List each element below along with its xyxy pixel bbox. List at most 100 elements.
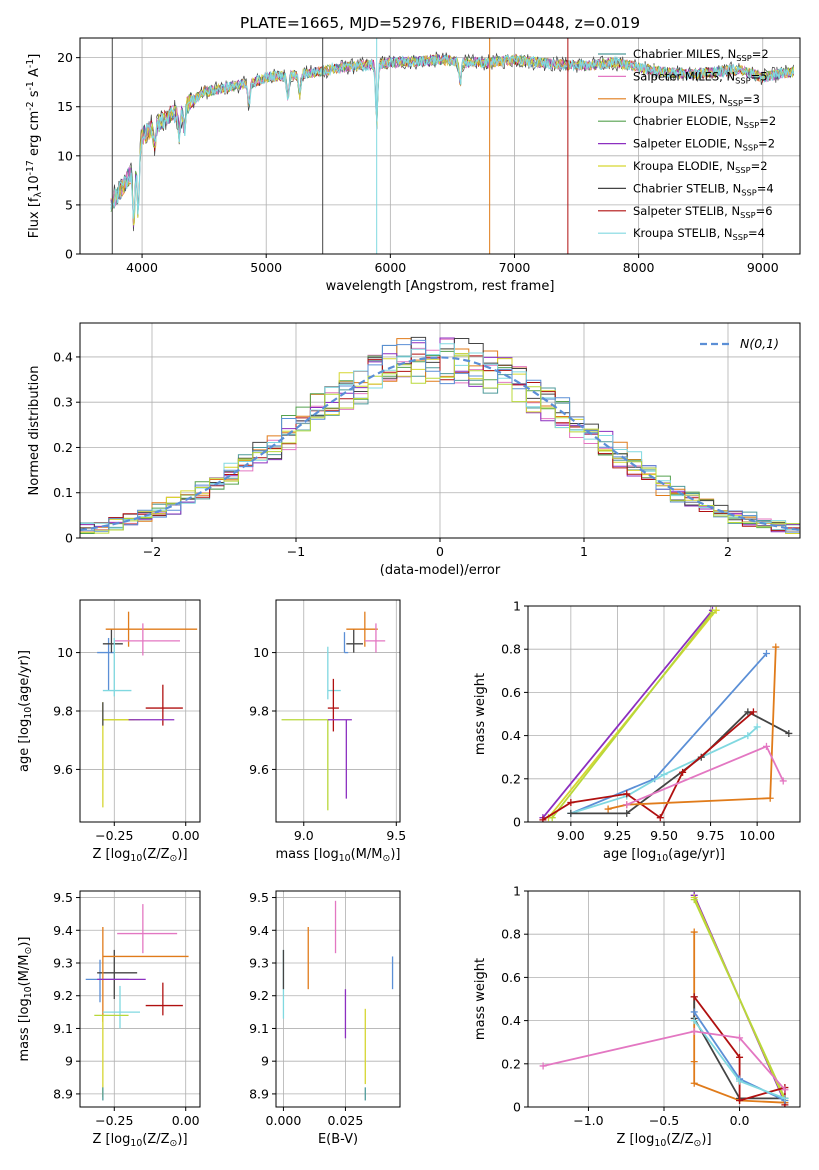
residuals-ytick-label: 0.2 — [53, 440, 73, 455]
error-bar-point — [102, 629, 123, 653]
spectrum-legend: Chabrier MILES, NSSP=2 Salpeter MILES, NS… — [598, 47, 776, 242]
spectrum-axes: 4000 5000 6000 7000 8000 9000 0 5 10 15 20 waveleng… — [25, 37, 801, 294]
age-weight-panel-ylabel: mass weight — [473, 673, 488, 755]
ebv-mass-panel-ytick-label: 9 — [261, 1054, 269, 1069]
weight-marker — [539, 1062, 547, 1070]
residuals-xtick-label: 2 — [724, 544, 732, 559]
spectrum-plot-area — [110, 38, 795, 254]
z-age-panel-xtick-label: 0.00 — [172, 828, 200, 843]
z-weight-panel-plot-area — [539, 891, 789, 1107]
ebv-mass-panel-ytick-label: 9.3 — [249, 956, 269, 971]
z-mass-panel-ytick-label: 9.5 — [53, 890, 73, 905]
weight-marker — [548, 814, 556, 822]
legend-entry-label: Chabrier ELODIE, NSSP=2 — [633, 114, 776, 130]
legend-entry-label: Salpeter STELIB, NSSP=6 — [633, 204, 773, 220]
age-weight-panel-ytick-label: 0.8 — [501, 642, 521, 657]
residuals-ylabel: Normed distribution — [27, 366, 42, 496]
ebv-mass-panel-axes: 0.000 0.025 8.9 9 9.1 9.2 9.3 9.4 9.5 E(B-V) — [249, 890, 401, 1147]
weight-marker — [690, 1017, 698, 1025]
ebv-mass-panel-ytick-label: 9.2 — [249, 988, 269, 1003]
age-weight-panel-xtick-label: 9.50 — [650, 828, 678, 843]
residuals-xlabel: (data-model)/error — [380, 563, 501, 578]
weight-marker — [772, 643, 780, 651]
spectrum-series-line — [110, 54, 795, 219]
error-bar-point — [145, 684, 183, 726]
spectrum-xtick-label: 7000 — [499, 260, 531, 275]
ebv-mass-panel-frame-group: 0.000 0.025 8.9 9 9.1 9.2 9.3 9.4 9.5 E(B-V) — [249, 890, 401, 1147]
weight-marker — [736, 1034, 744, 1042]
spectrum-ytick-label: 0 — [65, 247, 73, 262]
ebv-mass-panel-plot-area — [282, 900, 394, 1101]
residuals-plot-area — [80, 336, 800, 538]
spectrum-xlabel: wavelength [Angstrom, rest frame] — [326, 279, 555, 294]
spectrum-ytick-label: 20 — [57, 50, 73, 65]
mass-age-panel-ytick-label: 9.8 — [249, 704, 269, 719]
legend-entry-label: Salpeter MILES, NSSP=5 — [633, 69, 768, 85]
residuals-ytick-label: 0.1 — [53, 485, 73, 500]
residual-histogram — [80, 355, 800, 538]
age-weight-panel-xlabel: age [log10(age/yr)] — [603, 847, 725, 864]
spectrum-xtick-label: 4000 — [126, 260, 158, 275]
z-age-panel-ytick-label: 9.6 — [53, 762, 73, 777]
weight-series-line — [693, 996, 785, 1100]
spectrum-xtick-label: 9000 — [747, 260, 779, 275]
weight-series-line — [551, 611, 714, 819]
z-weight-panel-xtick-label: −1.0 — [573, 1113, 603, 1128]
error-bar-point — [114, 623, 180, 656]
weight-marker — [656, 814, 664, 822]
residuals-xtick-label: 0 — [436, 544, 444, 559]
legend-entry-label: Kroupa ELODIE, NSSP=2 — [633, 159, 768, 175]
legend-entry-label: Chabrier MILES, NSSP=2 — [633, 47, 769, 63]
weight-series-line — [693, 899, 786, 1099]
z-weight-panel-xtick-label: −0.5 — [649, 1113, 679, 1128]
z-mass-panel-frame — [79, 890, 201, 1108]
weight-marker — [736, 1053, 744, 1061]
mass-age-panel-xtick-label: 9.5 — [386, 828, 406, 843]
residuals-legend-label: N(0,1) — [740, 336, 779, 351]
weight-series-line — [542, 1030, 786, 1091]
weight-marker — [762, 742, 770, 750]
weight-marker — [567, 799, 575, 807]
age-weight-panel-xtick-label: 9.25 — [604, 828, 632, 843]
ebv-mass-panel-xtick-label: 0.025 — [328, 1113, 364, 1128]
spectrum-frame-group: 4000 5000 6000 7000 8000 9000 0 5 10 15 20 waveleng… — [25, 37, 801, 294]
legend-entry-label: Salpeter ELODIE, NSSP=2 — [633, 137, 775, 153]
z-age-panel-axes: −0.25 0.00 9.6 9.8 10 Z [log10(Z/Z⊙)] age [log… — [17, 599, 201, 864]
weight-marker — [690, 896, 698, 904]
weight-marker — [785, 729, 793, 737]
z-mass-panel-ytick-label: 8.9 — [53, 1086, 73, 1101]
mass-age-panel-xlabel: mass [log10(M/M⊙)] — [276, 847, 401, 864]
weight-series-line — [570, 652, 768, 815]
residuals-frame-group: −2 −1 0 1 2 0 0.1 0.2 0.3 0.4 (data-model)/error No… — [27, 322, 801, 578]
ebv-mass-panel-ytick-label: 9.4 — [249, 923, 269, 938]
weight-marker — [749, 708, 757, 716]
age-weight-panel-xtick-label: 10.00 — [739, 828, 775, 843]
spectrum-ytick-label: 10 — [57, 148, 73, 163]
weight-marker — [762, 650, 770, 658]
weight-marker — [753, 723, 761, 731]
weight-series-line — [542, 609, 714, 819]
z-weight-panel-frame-group: −1.0 −0.5 0.0 0 0.2 0.4 0.6 0.8 1 Z [log10(Z/Z⊙)]… — [473, 884, 801, 1149]
legend-entry-label: Chabrier STELIB, NSSP=4 — [633, 181, 774, 197]
spectrum-xtick-label: 6000 — [374, 260, 406, 275]
weight-marker — [679, 768, 687, 776]
weight-marker — [690, 1027, 698, 1035]
ebv-mass-panel-ytick-label: 8.9 — [249, 1086, 269, 1101]
mass-age-panel-plot-area — [281, 611, 386, 811]
normal-curve — [80, 356, 800, 532]
weight-marker — [781, 1086, 789, 1094]
z-weight-panel-ytick-label: 0 — [513, 1100, 521, 1115]
ebv-mass-panel-ytick-label: 9.5 — [249, 890, 269, 905]
z-mass-panel-xtick-label: 0.00 — [172, 1113, 200, 1128]
z-weight-panel-ylabel: mass weight — [473, 958, 488, 1040]
legend-entry-label: Kroupa MILES, NSSP=3 — [633, 92, 760, 108]
z-mass-panel-ytick-label: 9 — [65, 1054, 73, 1069]
mass-age-panel-frame-group: 9.0 9.5 9.6 9.8 10 mass [log10(M/M⊙)] — [249, 599, 406, 864]
z-weight-panel-axes: −1.0 −0.5 0.0 0 0.2 0.4 0.6 0.8 1 Z [log10(Z/Z⊙)]… — [473, 884, 801, 1149]
weight-marker — [690, 993, 698, 1001]
figure-title: PLATE=1665, MJD=52976, FIBERID=0448, z=0… — [240, 14, 640, 32]
weight-marker — [708, 608, 716, 616]
spectrum-ytick-label: 15 — [57, 99, 73, 114]
error-bar-point — [102, 985, 140, 1029]
